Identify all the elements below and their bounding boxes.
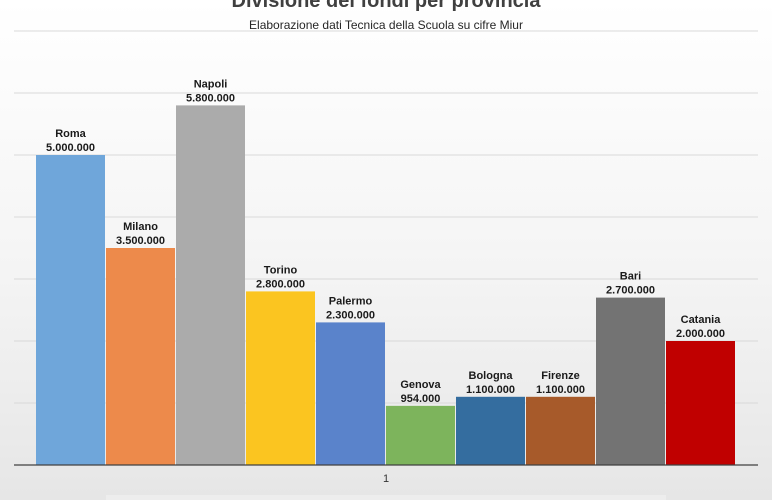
data-label-name: Firenze — [541, 370, 580, 382]
data-label-value: 2.700.000 — [606, 285, 655, 297]
chart-subtitle: Elaborazione dati Tecnica della Scuola s… — [249, 18, 523, 32]
data-label-value: 5.000.000 — [46, 142, 95, 154]
data-labels: Roma 5.000.000 Milano 3.500.000 Napoli 5.800.… — [46, 78, 725, 404]
bar-milano — [106, 248, 175, 465]
data-label-name: Catania — [681, 314, 722, 326]
legend-area — [106, 495, 666, 500]
data-label-name: Bari — [620, 271, 641, 283]
bar-torino — [246, 291, 315, 465]
bar-napoli — [176, 105, 245, 466]
data-label-value: 5.800.000 — [186, 92, 235, 104]
data-label-name: Milano — [123, 221, 158, 233]
bars — [36, 105, 735, 466]
data-label-name: Genova — [400, 379, 441, 391]
bar-bologna — [456, 396, 525, 465]
data-label-value: 2.000.000 — [676, 328, 725, 340]
data-label-value: 1.100.000 — [536, 384, 585, 396]
bar-palermo — [316, 322, 385, 465]
bar-bari — [596, 297, 665, 465]
data-label-value: 2.800.000 — [256, 278, 305, 290]
data-label-value: 3.500.000 — [116, 235, 165, 247]
data-label-name: Roma — [55, 128, 86, 140]
data-label-name: Palermo — [329, 295, 373, 307]
bar-catania — [666, 341, 735, 465]
chart-title: Divisione dei fondi per provincia — [232, 0, 542, 12]
data-label-name: Napoli — [194, 78, 228, 90]
data-label-value: 1.100.000 — [466, 384, 515, 396]
data-label-value: 954.000 — [401, 393, 441, 405]
x-tick-label: 1 — [383, 473, 389, 485]
data-label-value: 2.300.000 — [326, 309, 375, 321]
bar-firenze — [526, 396, 595, 465]
bar-roma — [36, 155, 105, 465]
data-label-name: Torino — [264, 264, 298, 276]
bar-genova — [386, 405, 455, 465]
data-label-name: Bologna — [469, 370, 514, 382]
